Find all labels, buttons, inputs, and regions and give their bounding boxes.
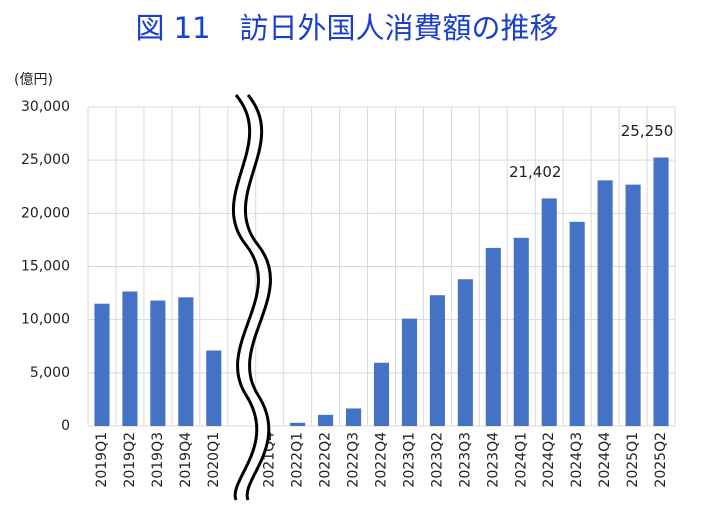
x-tick-label: 2023Q4 bbox=[485, 432, 501, 488]
y-tick-label: 30,000 bbox=[21, 99, 70, 115]
bar bbox=[373, 362, 390, 426]
x-tick-label: 2022Q1 bbox=[290, 432, 306, 488]
y-tick-label: 15,000 bbox=[21, 259, 70, 275]
bar bbox=[94, 303, 110, 426]
x-tick-label: 2024Q3 bbox=[569, 432, 585, 488]
x-tick-label: 2019Q2 bbox=[122, 432, 138, 488]
break-line bbox=[244, 94, 272, 501]
bar bbox=[653, 157, 669, 426]
bar bbox=[597, 180, 613, 426]
y-axis-label: (億円) bbox=[14, 72, 53, 88]
y-tick-label: 0 bbox=[61, 418, 70, 434]
x-tick-label: 2025Q2 bbox=[653, 432, 669, 488]
bar bbox=[569, 221, 585, 426]
data-label: 21,402 bbox=[509, 163, 562, 181]
bar bbox=[485, 247, 501, 426]
x-tick-label: 2023Q2 bbox=[429, 432, 445, 488]
x-tick-label: 2025Q1 bbox=[625, 432, 641, 488]
x-tick-label: 2023Q1 bbox=[401, 432, 417, 488]
plot: 0 5,000 10,000 15,000 20,000 25,000 30,000 2019… bbox=[21, 99, 676, 488]
x-tick-label: 2020Q1 bbox=[206, 432, 222, 488]
bar bbox=[150, 300, 166, 426]
bar bbox=[401, 318, 417, 426]
y-tick-label: 10,000 bbox=[21, 312, 70, 328]
x-tick-label: 2022Q4 bbox=[374, 432, 390, 488]
axis-break bbox=[232, 94, 272, 501]
bar bbox=[206, 350, 222, 426]
x-tick-label: 2022Q3 bbox=[346, 432, 362, 488]
x-tick-label: 2019Q4 bbox=[178, 432, 194, 488]
x-tick-label: 2024Q1 bbox=[513, 432, 529, 488]
bar bbox=[178, 297, 194, 426]
data-label: 25,250 bbox=[621, 122, 674, 140]
bar bbox=[318, 414, 334, 426]
bar bbox=[122, 291, 138, 426]
x-tick-label: 2024Q4 bbox=[597, 432, 613, 488]
bar bbox=[513, 237, 529, 426]
x-tick-label: 2019Q3 bbox=[150, 432, 166, 488]
bar bbox=[290, 422, 306, 426]
break-fill bbox=[233, 95, 271, 500]
bar bbox=[457, 279, 473, 426]
bar bbox=[541, 198, 557, 426]
break-line bbox=[232, 94, 260, 501]
x-tick-label: 2022Q2 bbox=[318, 432, 334, 488]
x-tick-label: 2019Q1 bbox=[94, 432, 110, 488]
x-tick-label: 2023Q3 bbox=[457, 432, 473, 488]
x-tick-label: 2024Q2 bbox=[541, 432, 557, 488]
y-tick-label: 20,000 bbox=[21, 205, 70, 221]
bar bbox=[625, 184, 641, 426]
bar bbox=[429, 295, 445, 426]
chart-title: 図 11 訪日外国人消費額の推移 bbox=[135, 11, 558, 45]
y-tick-label: 5,000 bbox=[30, 365, 70, 381]
bar bbox=[346, 408, 362, 426]
y-tick-label: 25,000 bbox=[21, 152, 70, 168]
